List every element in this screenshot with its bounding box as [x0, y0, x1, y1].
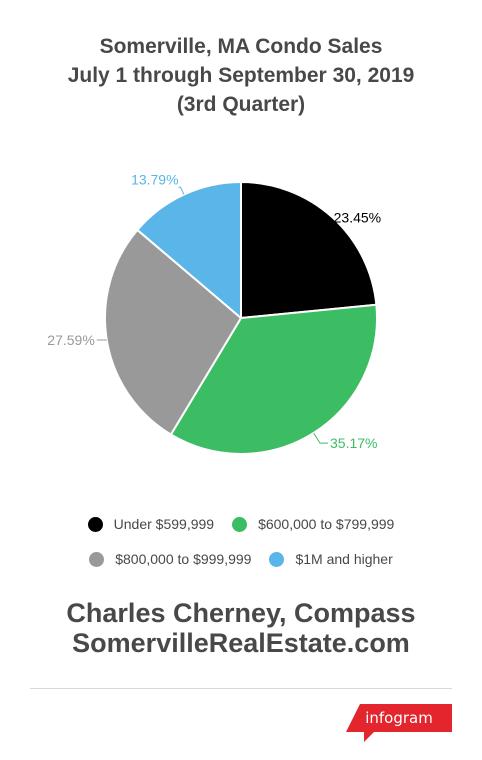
legend-label-600000-799999: $600,000 to $799,999: [258, 516, 395, 532]
data-label-under-599-999: 23.45%: [334, 209, 381, 225]
data-label-1m-and-higher: 13.79%: [131, 171, 178, 187]
author-website: SomervilleRealEstate.com: [72, 628, 410, 658]
legend-item-1m-and-higher[interactable]: $1M and higher: [269, 547, 393, 571]
legend-row-2: $800,000 to $999,999 $1M and higher: [0, 547, 482, 571]
data-label-600-000-to-799-999: 35.17%: [330, 435, 377, 451]
legend-row-1: Under $599,999 $600,000 to $799,999: [0, 512, 482, 536]
legend-item-600000-799999[interactable]: $600,000 to $799,999: [232, 512, 394, 536]
chart-title-line-1: Somerville, MA Condo Sales: [99, 35, 383, 58]
pie-slice-under-599-999[interactable]: [240, 181, 378, 319]
legend: Under $599,999 $600,000 to $799,999 $800…: [0, 512, 482, 582]
legend-swatch-1m-and-higher: [269, 551, 285, 567]
legend-label-1m-and-higher: $1M and higher: [295, 551, 393, 567]
infogram-label: infogram: [365, 709, 433, 727]
chart-title: Somerville, MA Condo Sales July 1 throug…: [0, 32, 482, 119]
legend-swatch-under-599999: [87, 516, 103, 532]
pie-slice-800-000-to-999-999[interactable]: [104, 228, 242, 436]
chart-title-line-3: (3rd Quarter): [176, 93, 306, 116]
pie-labels: 23.45% 35.17% 27.59% 13.79%: [47, 171, 381, 451]
legend-swatch-600000-799999: [232, 516, 248, 532]
data-label-800-000-to-999-999: 27.59%: [47, 332, 94, 348]
footer-divider: [30, 688, 452, 689]
pie-slice-600-000-to-799-999[interactable]: [169, 303, 378, 455]
infogram-flag-icon: [346, 704, 452, 742]
legend-item-800000-999999[interactable]: $800,000 to $999,999: [89, 547, 251, 571]
leader-line-1m-and-higher: [178, 186, 185, 195]
author-credit: Charles Cherney, Compass SomervilleRealE…: [0, 598, 482, 658]
legend-label-under-599999: Under $599,999: [113, 516, 215, 532]
author-name: Charles Cherney, Compass: [66, 598, 416, 628]
legend-swatch-800000-999999: [89, 551, 105, 567]
leader-line-600-000-to-799-999: [313, 432, 329, 444]
legend-item-under-599999[interactable]: Under $599,999: [87, 512, 215, 536]
legend-label-800000-999999: $800,000 to $999,999: [115, 551, 252, 567]
chart-title-line-2: July 1 through September 30, 2019: [67, 64, 415, 87]
pie-chart: 23.45% 35.17% 27.59% 13.79%: [47, 171, 381, 455]
infogram-logo[interactable]: infogram: [346, 704, 452, 744]
pie-slice-1m-and-higher[interactable]: [136, 181, 242, 319]
pie-slices: [104, 181, 378, 455]
